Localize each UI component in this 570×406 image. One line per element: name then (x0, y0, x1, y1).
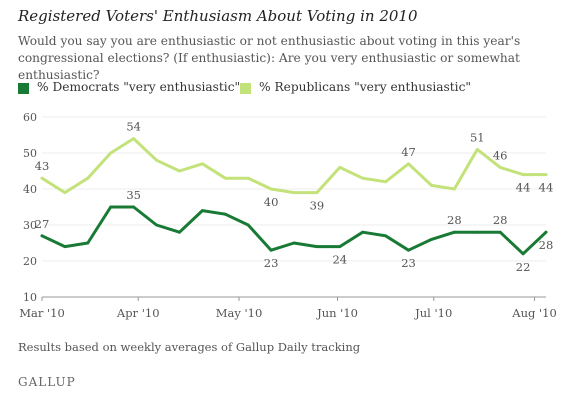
data-label-republicans: 44 (516, 181, 531, 195)
data-point-democrats (155, 223, 158, 227)
x-tick-label: Aug '10 (511, 306, 557, 320)
data-label-republicans: 44 (539, 181, 554, 195)
data-point-democrats (86, 241, 90, 245)
data-label-democrats: 23 (401, 256, 416, 270)
legend-label-democrats: % Democrats "very enthusiastic" (37, 80, 241, 94)
data-label-republicans: 40 (264, 195, 279, 209)
data-label-republicans: 46 (493, 148, 508, 162)
data-point-democrats (498, 230, 502, 234)
data-point-republicans (475, 148, 479, 151)
data-point-democrats (544, 230, 548, 234)
legend-label-republicans: % Republicans "very enthusiastic" (259, 80, 472, 94)
data-point-republicans (521, 173, 525, 177)
data-label-republicans: 47 (401, 145, 416, 159)
data-point-democrats (40, 234, 44, 238)
data-point-republicans (178, 169, 181, 173)
chart-title: Registered Voters' Enthusiasm About Voti… (18, 7, 418, 25)
y-tick-label: 30 (23, 219, 37, 232)
data-point-democrats (407, 248, 410, 252)
data-point-republicans (338, 166, 342, 169)
data-point-democrats (361, 230, 365, 234)
data-point-democrats (430, 238, 433, 241)
footnote: Results based on weekly averages of Gall… (18, 340, 361, 354)
y-tick-label: 60 (23, 111, 37, 124)
series-line-democrats (40, 205, 548, 256)
y-tick-label: 40 (23, 183, 37, 196)
data-point-republicans (155, 158, 158, 162)
data-label-democrats: 27 (35, 217, 50, 231)
data-point-republicans (200, 162, 204, 166)
data-point-democrats (384, 234, 388, 238)
data-label-democrats: 35 (126, 188, 141, 202)
x-tick-label: Apr '10 (116, 306, 160, 320)
data-point-democrats (521, 252, 525, 256)
data-label-republicans: 39 (310, 199, 325, 213)
x-tick-label: Mar '10 (19, 306, 65, 320)
y-tick-label: 50 (23, 147, 37, 160)
legend-swatch-republicans (240, 83, 251, 94)
y-tick-label: 10 (23, 291, 37, 304)
data-point-democrats (223, 212, 227, 216)
data-label-democrats: 24 (332, 253, 347, 267)
data-point-republicans (86, 176, 90, 180)
data-label-democrats: 28 (539, 238, 554, 252)
data-point-republicans (384, 180, 388, 184)
survey-question: Would you say you are enthusiastic or no… (18, 34, 521, 82)
data-label-democrats: 22 (516, 260, 531, 274)
data-point-republicans (407, 162, 410, 166)
data-point-republicans (223, 176, 227, 180)
data-label-republicans: 51 (470, 130, 485, 144)
data-point-republicans (132, 137, 136, 141)
data-point-democrats (246, 223, 250, 227)
data-label-democrats: 23 (264, 256, 279, 270)
data-label-democrats: 28 (493, 213, 508, 227)
data-label-republicans: 54 (126, 120, 141, 134)
y-tick-label: 20 (23, 255, 37, 268)
data-point-democrats (269, 248, 273, 252)
data-point-republicans (430, 184, 433, 187)
data-point-republicans (292, 191, 296, 195)
data-point-democrats (132, 205, 136, 209)
data-point-democrats (315, 245, 319, 249)
data-point-republicans (315, 191, 319, 195)
data-point-democrats (452, 230, 456, 234)
data-point-democrats (292, 241, 296, 245)
gallup-logo: GALLUP (18, 375, 76, 389)
x-tick-label: May '10 (216, 306, 263, 320)
data-label-republicans: 43 (35, 159, 50, 173)
legend-swatch-democrats (18, 83, 29, 94)
data-point-democrats (63, 245, 67, 249)
data-point-republicans (40, 176, 44, 180)
data-point-democrats (475, 230, 479, 234)
series-line-republicans (40, 137, 548, 195)
data-point-republicans (544, 173, 548, 177)
data-point-democrats (178, 230, 181, 234)
data-point-democrats (338, 245, 342, 249)
data-point-republicans (498, 166, 502, 169)
data-point-democrats (200, 209, 204, 213)
data-point-republicans (452, 187, 456, 191)
data-point-republicans (63, 191, 67, 195)
line-chart: 10 20 30 40 50 60 Mar '10 Apr '10 May '10 Jun '10… (19, 111, 557, 320)
data-point-republicans (109, 151, 113, 155)
data-point-republicans (269, 187, 273, 191)
data-point-democrats (109, 205, 113, 209)
data-point-republicans (246, 176, 250, 180)
x-tick-label: Jun '10 (316, 306, 358, 320)
data-label-democrats: 28 (447, 213, 462, 227)
data-point-republicans (361, 176, 365, 180)
x-tick-label: Jul '10 (414, 306, 452, 320)
